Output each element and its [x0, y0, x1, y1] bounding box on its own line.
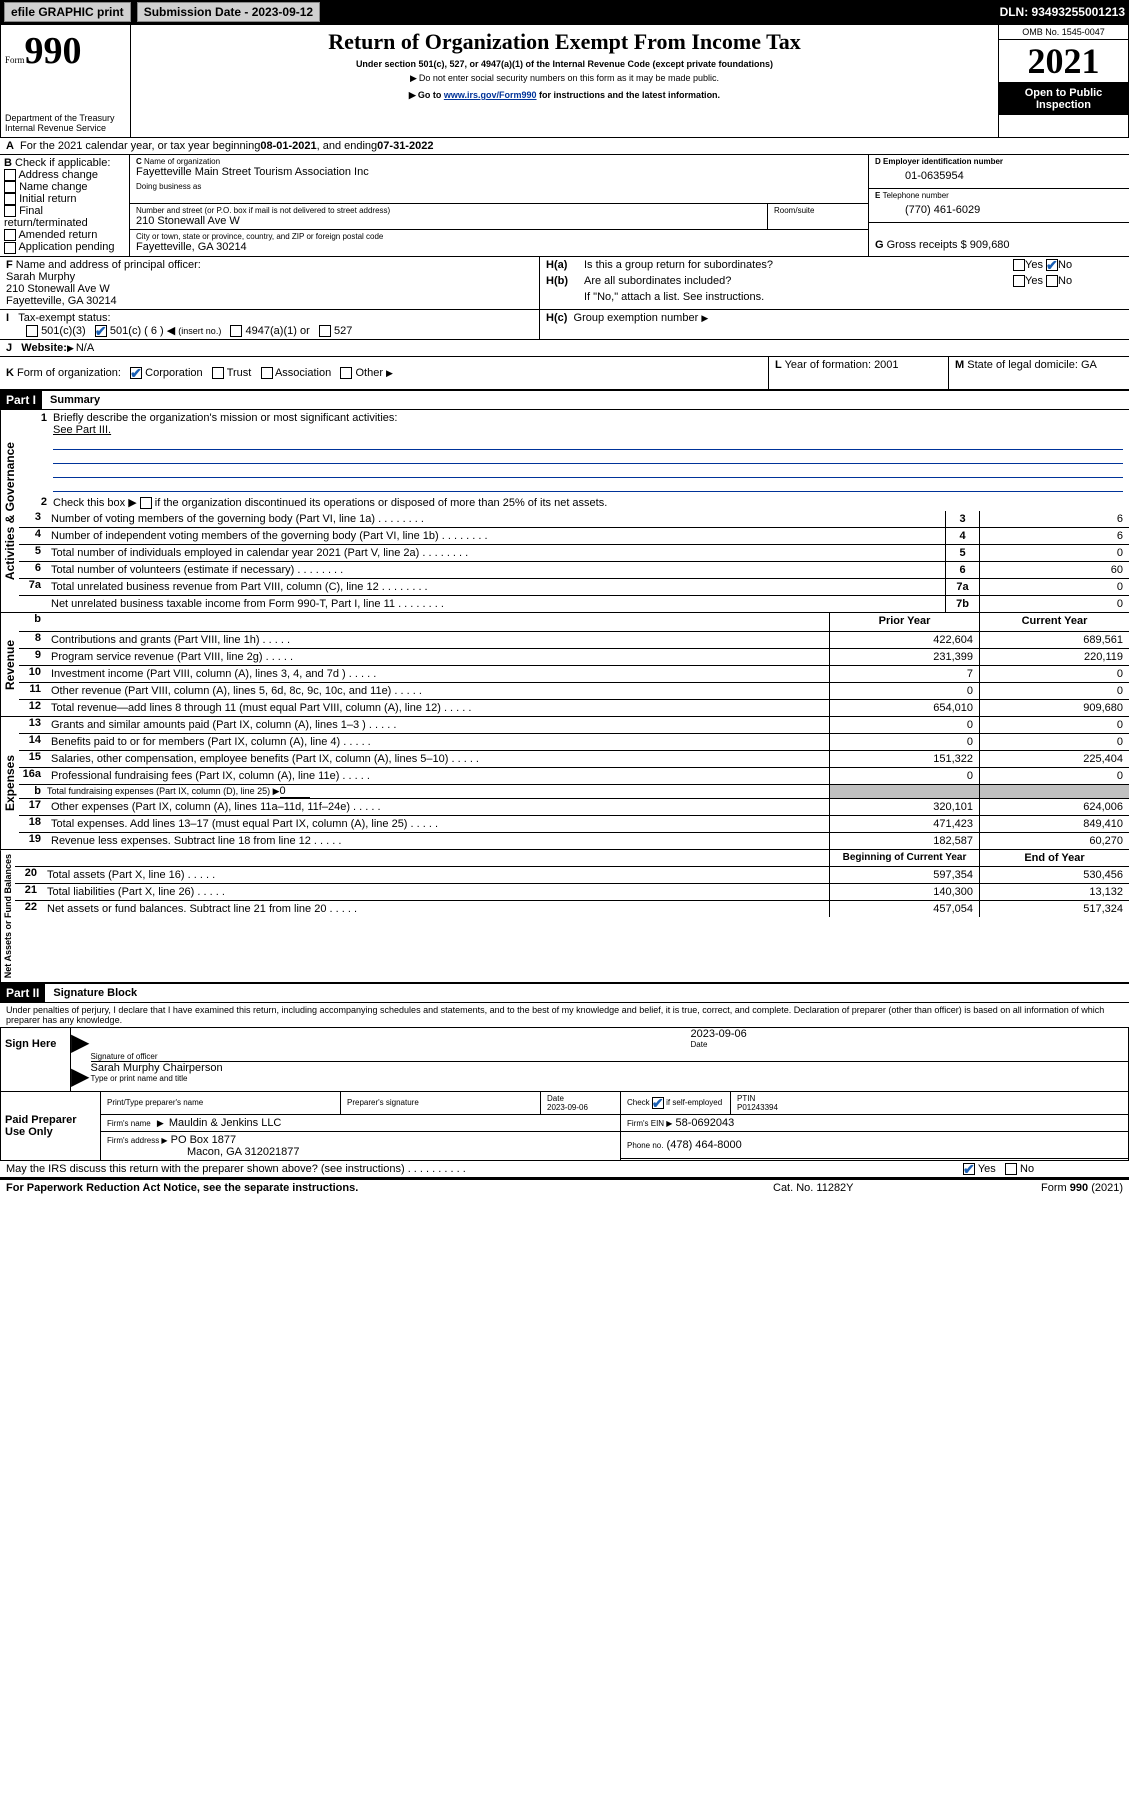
table-row: 21 Total liabilities (Part X, line 26) .…	[15, 884, 1129, 901]
table-row: 15 Salaries, other compensation, employe…	[19, 751, 1129, 768]
sign-here-block: Sign Here ▶ Signature of officer 2023-09…	[0, 1028, 1129, 1092]
ha-yes-no[interactable]: Yes No	[1013, 259, 1123, 271]
line-A: A For the 2021 calendar year, or tax yea…	[0, 138, 1129, 155]
chk-corp[interactable]	[130, 367, 142, 379]
subtitle: Under section 501(c), 527, or 4947(a)(1)…	[141, 59, 988, 69]
city-address: Fayetteville, GA 30214	[136, 241, 862, 253]
may-discuss-row: May the IRS discuss this return with the…	[0, 1161, 1129, 1178]
phone-value: (770) 461-6029	[875, 200, 1123, 220]
sig-date: 2023-09-06	[691, 1028, 1129, 1040]
efile-print-button[interactable]: efile GRAPHIC print	[4, 2, 131, 22]
table-row: 3 Number of voting members of the govern…	[19, 511, 1129, 528]
table-row: 17 Other expenses (Part IX, column (A), …	[19, 799, 1129, 816]
mission-text: See Part III.	[53, 424, 1123, 436]
chk-527[interactable]	[319, 325, 331, 337]
table-row: Net unrelated business taxable income fr…	[19, 596, 1129, 612]
hb-yes-no[interactable]: Yes No	[1013, 275, 1123, 287]
firm-ein: 58-0692043	[676, 1117, 735, 1129]
part1-header: Part I Summary	[0, 390, 1129, 410]
chk-501c3[interactable]	[26, 325, 38, 337]
expenses-section: Expenses 13 Grants and similar amounts p…	[0, 717, 1129, 850]
firm-addr2: Macon, GA 312021877	[107, 1146, 300, 1158]
chk-self-employed[interactable]	[652, 1097, 664, 1109]
note-ssn: Do not enter social security numbers on …	[141, 73, 988, 84]
table-row: 22 Net assets or fund balances. Subtract…	[15, 901, 1129, 917]
page-title: Return of Organization Exempt From Incom…	[141, 29, 988, 55]
chk-assoc[interactable]	[261, 367, 273, 379]
irs-link[interactable]: www.irs.gov/Form990	[444, 90, 537, 100]
table-row: 14 Benefits paid to or for members (Part…	[19, 734, 1129, 751]
state-domicile: M State of legal domicile: GA	[949, 357, 1129, 389]
i-hc-block: I Tax-exempt status: 501(c)(3) 501(c) ( …	[0, 310, 1129, 340]
table-row: 13 Grants and similar amounts paid (Part…	[19, 717, 1129, 734]
irs-label: Internal Revenue Service	[5, 123, 126, 133]
chk-trust[interactable]	[212, 367, 224, 379]
chk-amended[interactable]: Amended return	[4, 229, 125, 241]
net-assets-section: Net Assets or Fund Balances Beginning of…	[0, 850, 1129, 983]
table-row: 8 Contributions and grants (Part VIII, l…	[19, 632, 1129, 649]
table-row: 18 Total expenses. Add lines 13–17 (must…	[19, 816, 1129, 833]
table-row: 19 Revenue less expenses. Subtract line …	[19, 833, 1129, 849]
prep-phone: (478) 464-8000	[667, 1139, 742, 1151]
open-inspection: Open to Public Inspection	[999, 83, 1128, 115]
table-row: 20 Total assets (Part X, line 16) . . . …	[15, 867, 1129, 884]
table-row: 16a Professional fundraising fees (Part …	[19, 768, 1129, 785]
prep-date: 2023-09-06	[547, 1103, 588, 1112]
chk-pending[interactable]: Application pending	[4, 241, 125, 253]
ein-value: 01-0635954	[875, 166, 1123, 186]
table-row: 12 Total revenue—add lines 8 through 11 …	[19, 700, 1129, 716]
tax-year: 2021	[999, 40, 1128, 83]
revenue-section: Revenue b Prior Year Current Year 8 Cont…	[0, 613, 1129, 717]
org-name: Fayetteville Main Street Tourism Associa…	[136, 166, 862, 178]
note-link: Go to www.irs.gov/Form990 for instructio…	[141, 90, 988, 101]
k-l-m-block: K Form of organization: Corporation Trus…	[0, 357, 1129, 390]
gross-receipts: 909,680	[970, 239, 1010, 251]
chk-final[interactable]: Final return/terminated	[4, 205, 125, 229]
f-h-block: F Name and address of principal officer:…	[0, 257, 1129, 310]
footer-row: For Paperwork Reduction Act Notice, see …	[0, 1178, 1129, 1196]
chk-4947[interactable]	[230, 325, 242, 337]
table-row: 6 Total number of volunteers (estimate i…	[19, 562, 1129, 579]
table-row: 10 Investment income (Part VIII, column …	[19, 666, 1129, 683]
table-row: 11 Other revenue (Part VIII, column (A),…	[19, 683, 1129, 700]
table-row: 5 Total number of individuals employed i…	[19, 545, 1129, 562]
part2-header: Part II Signature Block	[0, 983, 1129, 1003]
chk-other[interactable]	[340, 367, 352, 379]
firm-name: Mauldin & Jenkins LLC	[169, 1117, 282, 1129]
discuss-yes-no[interactable]: Yes No	[963, 1163, 1123, 1175]
dept-label: Department of the Treasury	[5, 113, 126, 123]
form-label: Form990	[5, 29, 126, 73]
firm-addr1: PO Box 1877	[171, 1134, 236, 1146]
omb-label: OMB No. 1545-0047	[999, 25, 1128, 40]
officer-name: Sarah Murphy Chairperson	[91, 1062, 1129, 1074]
table-row: 9 Program service revenue (Part VIII, li…	[19, 649, 1129, 666]
chk-501c[interactable]	[95, 325, 107, 337]
penalty-declaration: Under penalties of perjury, I declare th…	[0, 1003, 1129, 1028]
ptin-value: P01243394	[737, 1103, 778, 1112]
chk-address[interactable]: Address change	[4, 169, 125, 181]
topbar: efile GRAPHIC print Submission Date - 20…	[0, 0, 1129, 24]
table-row: 4 Number of independent voting members o…	[19, 528, 1129, 545]
chk-initial[interactable]: Initial return	[4, 193, 125, 205]
activities-governance: Activities & Governance 1 Briefly descri…	[0, 410, 1129, 613]
line-J: J Website: N/A	[0, 340, 1129, 357]
table-row: 7a Total unrelated business revenue from…	[19, 579, 1129, 596]
submission-date-badge: Submission Date - 2023-09-12	[137, 2, 320, 22]
year-formation: L Year of formation: 2001	[769, 357, 949, 389]
paid-preparer-block: Paid Preparer Use Only Print/Type prepar…	[0, 1092, 1129, 1161]
header-grid: B Check if applicable: Address change Na…	[0, 155, 1129, 257]
header-table: Form990 Department of the Treasury Inter…	[0, 24, 1129, 138]
dln-label: DLN: 93493255001213	[1000, 5, 1125, 19]
chk-discontinued[interactable]	[140, 497, 152, 509]
chk-name[interactable]: Name change	[4, 181, 125, 193]
street-address: 210 Stonewall Ave W	[136, 215, 761, 227]
